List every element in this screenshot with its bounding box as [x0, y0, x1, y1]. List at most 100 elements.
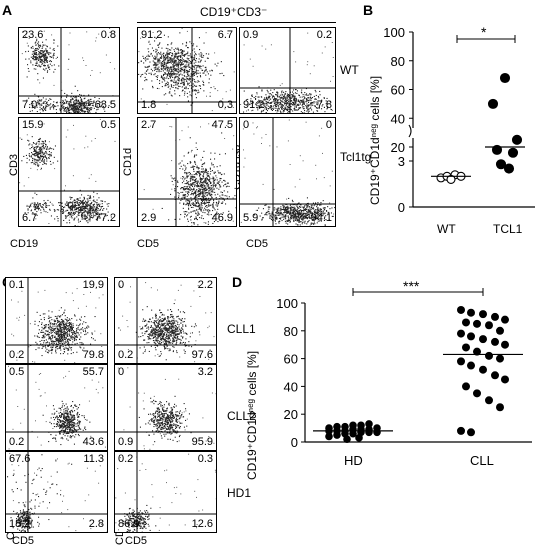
chart-d-point: [491, 337, 499, 346]
flow-dots: [240, 118, 335, 226]
panel-a-header-rule: [137, 22, 336, 23]
chart-b-sig-star: *: [481, 24, 487, 40]
chart-d-point: [485, 396, 493, 405]
quadrant-value-tl: 2.7: [141, 119, 157, 131]
chart-d-point: [473, 319, 481, 328]
quadrant-value-br: 68.5: [94, 99, 116, 111]
quadrant-value-bl: 0.2: [9, 436, 25, 448]
flow-dots: [6, 365, 107, 450]
chart-d-point: [462, 318, 470, 327]
quadrant-value-br: 46.9: [211, 212, 233, 224]
flow-dots: [19, 118, 119, 226]
panel-a-header: CD19⁺CD3⁻: [200, 5, 268, 19]
quadrant-value-bl: 2.9: [141, 212, 157, 224]
chart-d-point: [467, 428, 475, 437]
chart-b-point: [487, 98, 499, 109]
axis-label-cd5-iso-c: CD5: [125, 535, 148, 547]
row-label-tcl1tg: Tcl1tg: [340, 150, 372, 164]
chart-d-point: [496, 354, 504, 363]
quadrant-value-tl: 0: [118, 279, 125, 291]
quadrant-value-br: 94.1: [310, 212, 332, 224]
chart-b-point: [499, 72, 511, 84]
quadrant-value-bl: 1.8: [141, 99, 157, 111]
chart-b-ytick-label: 20: [391, 140, 405, 155]
quadrant-value-tr: 0.5: [100, 119, 116, 131]
flow-dots: [240, 28, 335, 113]
flow-dots: [138, 118, 236, 226]
panel-letter-d: D: [232, 274, 243, 290]
axis-label-cd5-a: CD5: [137, 238, 160, 250]
chart-b-point: [495, 159, 507, 170]
chart-d-point: [491, 371, 499, 380]
chart-d-point: [457, 305, 465, 314]
flow-plot-a-1: 23.6 0.8 7.0 68.5: [18, 27, 120, 114]
flow-dots: [6, 452, 107, 532]
chart-d-point: [357, 421, 365, 430]
chart-b-point: [507, 147, 519, 158]
chart-b-point: [491, 144, 503, 155]
flow-dots: [115, 278, 216, 363]
chart-d-point: [501, 315, 509, 324]
axis-label-cd5-iso-a: CD5: [246, 238, 269, 250]
row-label-cll1: CLL1: [227, 322, 256, 336]
quadrant-value-tl: 0.1: [9, 279, 25, 291]
quadrant-value-tr: 55.7: [82, 366, 104, 378]
quadrant-value-tl: 0: [243, 119, 250, 131]
quadrant-value-tr: 0.2: [316, 29, 332, 41]
chart-d-sig-stars: ***: [403, 280, 420, 294]
chart-b-ytick-label: 60: [391, 83, 405, 98]
flow-dots: [115, 452, 216, 532]
chart-d-point: [479, 365, 487, 374]
chart-b-ytick-label: 40: [391, 111, 405, 126]
chart-d-point: [501, 340, 509, 349]
flow-dots: [138, 28, 236, 113]
flow-dots: [115, 365, 216, 450]
quadrant-value-tl: 91.2: [141, 29, 163, 41]
flow-plot-a-2: 91.2 6.7 1.8 0.3: [137, 27, 237, 114]
panel-letter-b: B: [363, 2, 374, 18]
chart-d-points: [313, 305, 523, 444]
quadrant-value-tl: 23.6: [22, 29, 44, 41]
chart-d-point: [457, 329, 465, 338]
quadrant-value-tr: 11.3: [83, 453, 104, 465]
chart-d-point: [479, 335, 487, 344]
quadrant-value-tl: 67.6: [9, 453, 31, 465]
flow-plot-a-3: 0.9 0.2 91.2 7.8: [239, 27, 336, 114]
row-label-hd1: HD1: [227, 486, 252, 500]
quadrant-value-tl: 0: [118, 366, 125, 378]
chart-d-xlabel-cll: CLL: [470, 453, 494, 468]
quadrant-value-br: 79.8: [82, 349, 104, 361]
chart-d-ytick-label: 20: [284, 407, 298, 422]
chart-d-point: [473, 347, 481, 356]
quadrant-value-tr: 0.8: [100, 29, 116, 41]
chart-b-ytick-label: 80: [391, 54, 405, 69]
flow-plot-c-1: 0.1 19.9 0.2 79.8: [5, 277, 108, 364]
chart-b-ytick-label: 100: [383, 25, 405, 40]
chart-b-point: [511, 134, 523, 145]
chart-b-ytick-label: 0: [398, 200, 405, 215]
quadrant-value-tl: 0.2: [118, 453, 134, 465]
chart-b-axis-break: [408, 124, 412, 138]
chart-b-yticks: 0 320 40 60 80 100: [383, 25, 413, 215]
flow-plot-c-5: 67.6 11.3 18.2 2.8: [5, 451, 108, 533]
panel-letter-a: A: [2, 2, 13, 18]
chart-d-yticks: 0 20 40 60 80 100: [276, 296, 305, 450]
chart-d-point: [491, 312, 499, 321]
chart-b-xlabel-tcl1: TCL1: [493, 222, 523, 236]
chart-d-point: [325, 424, 333, 432]
flow-plot-c-4: 0 3.2 0.9 95.9: [114, 364, 217, 451]
chart-d-point: [349, 421, 357, 430]
axis-label-cd1d-a: CD1d: [122, 147, 134, 176]
flow-plot-c-3: 0.5 55.7 0.2 43.6: [5, 364, 108, 451]
quadrant-value-tl: 0.9: [243, 29, 259, 41]
chart-d-xlabel-hd: HD: [344, 453, 363, 468]
chart-d-point: [325, 432, 333, 441]
chart-d-point: [462, 343, 470, 352]
chart-d-point: [355, 434, 363, 442]
quadrant-value-tr: 3.2: [197, 366, 213, 378]
flow-dots: [19, 28, 119, 113]
chart-d-point: [467, 361, 475, 370]
quadrant-value-bl: 0.9: [118, 436, 134, 448]
chart-d-point: [457, 357, 465, 366]
